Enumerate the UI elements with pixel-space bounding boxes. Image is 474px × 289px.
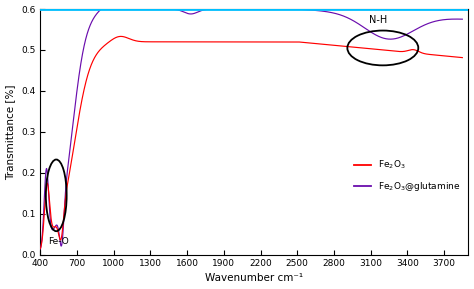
X-axis label: Wavenumber cm⁻¹: Wavenumber cm⁻¹: [205, 273, 303, 284]
Text: Fe-O: Fe-O: [48, 238, 68, 247]
Legend: Fe$_2$O$_3$, Fe$_2$O$_3$@glutamine: Fe$_2$O$_3$, Fe$_2$O$_3$@glutamine: [351, 155, 464, 197]
Y-axis label: Transmittance [%]: Transmittance [%]: [6, 84, 16, 180]
Text: N-H: N-H: [369, 15, 388, 25]
